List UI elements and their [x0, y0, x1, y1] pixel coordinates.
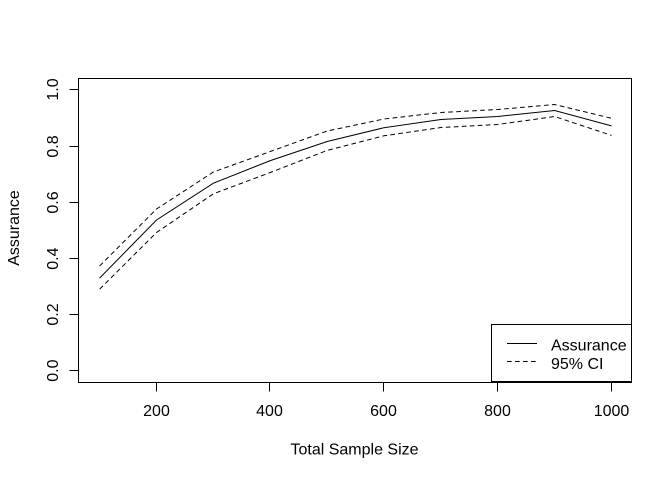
svg-text:0.4: 0.4 — [45, 247, 62, 269]
svg-text:600: 600 — [370, 403, 397, 420]
svg-text:0.6: 0.6 — [45, 191, 62, 213]
svg-text:1000: 1000 — [594, 403, 630, 420]
svg-text:95% CI: 95% CI — [551, 356, 603, 373]
svg-text:Total Sample Size: Total Sample Size — [290, 442, 418, 459]
svg-text:1.0: 1.0 — [45, 78, 62, 100]
svg-text:Assurance: Assurance — [551, 337, 627, 354]
svg-text:0.2: 0.2 — [45, 303, 62, 325]
svg-text:0.0: 0.0 — [45, 359, 62, 381]
svg-text:0.8: 0.8 — [45, 135, 62, 157]
svg-text:400: 400 — [256, 403, 283, 420]
svg-text:Assurance: Assurance — [6, 190, 23, 266]
svg-text:800: 800 — [484, 403, 511, 420]
svg-text:200: 200 — [143, 403, 170, 420]
